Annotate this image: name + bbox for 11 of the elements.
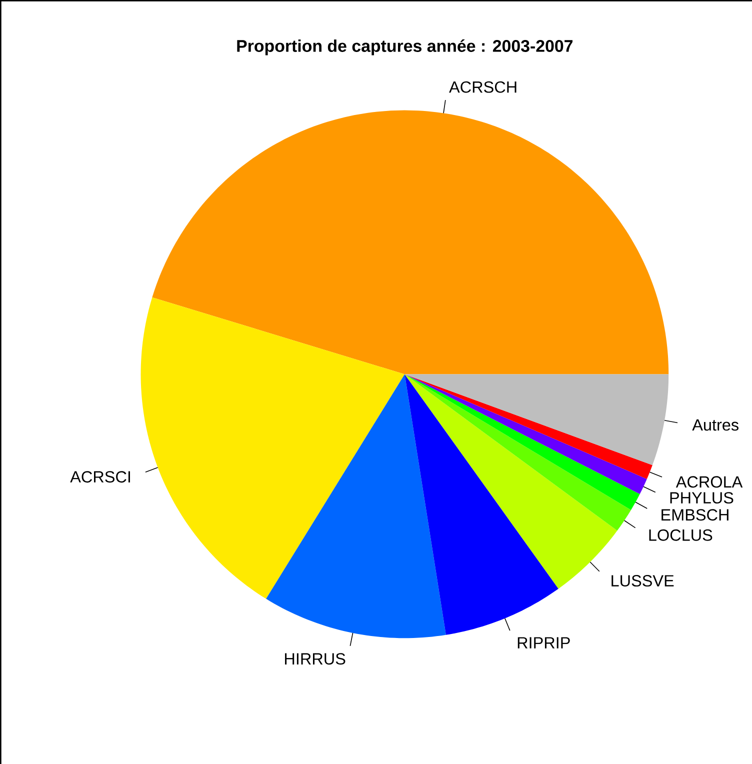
slice-label: Autres [692, 419, 739, 431]
slice-label: LUSSVE [612, 575, 674, 587]
slice-label: LOCLUS [649, 529, 712, 541]
slice-label: HIRRUS [285, 653, 346, 665]
slice-label: ACRSCH [449, 81, 516, 93]
slice-label: PHYLUS [670, 492, 734, 504]
slice-label: ACROLA [676, 476, 743, 488]
slice-label: RIPRIP [518, 637, 570, 648]
slice-label: ACRSCI [70, 471, 130, 483]
chart-title: Proportion de captures année : 2003-2007 [237, 39, 573, 56]
slice-label: EMBSCH [662, 509, 729, 521]
